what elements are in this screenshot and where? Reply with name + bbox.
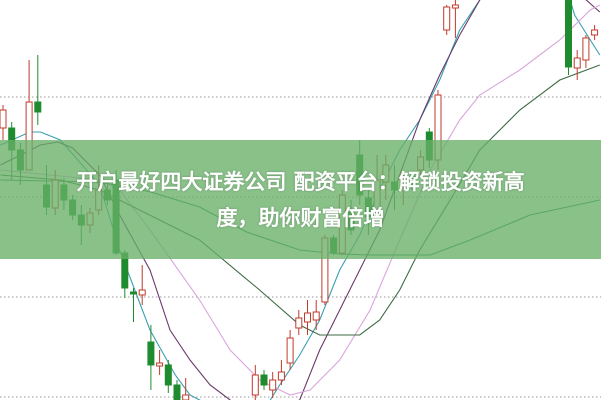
candle-up [138, 289, 146, 296]
candle-up [582, 37, 590, 61]
candle-down [130, 291, 137, 295]
title-banner: 开户最好四大证券公司 配资平台：解锁投资新高 度，助你财富倍增 [0, 140, 601, 259]
candle-up [573, 57, 581, 69]
candle-up [277, 371, 285, 381]
candle-down [565, 0, 572, 68]
candle-down [164, 364, 172, 386]
candle-down [34, 101, 42, 113]
candle-up [0, 109, 7, 129]
candle-up [295, 317, 303, 329]
title-line-2: 度，助你财富倍增 [216, 205, 385, 230]
candle-up [443, 6, 451, 31]
candle-up [156, 362, 164, 367]
candle-up [251, 374, 259, 396]
candle-up [312, 311, 320, 321]
candle-up [182, 394, 190, 400]
candle-down [260, 374, 268, 386]
title-line-1: 开户最好四大证券公司 配资平台：解锁投资新高 [76, 169, 525, 194]
candle-up [591, 29, 599, 36]
candle-up [451, 4, 459, 9]
candle-down [147, 341, 155, 366]
candle-down [173, 384, 181, 400]
candle-up [269, 379, 277, 391]
candle-up [304, 312, 311, 323]
candle-up [286, 337, 294, 364]
